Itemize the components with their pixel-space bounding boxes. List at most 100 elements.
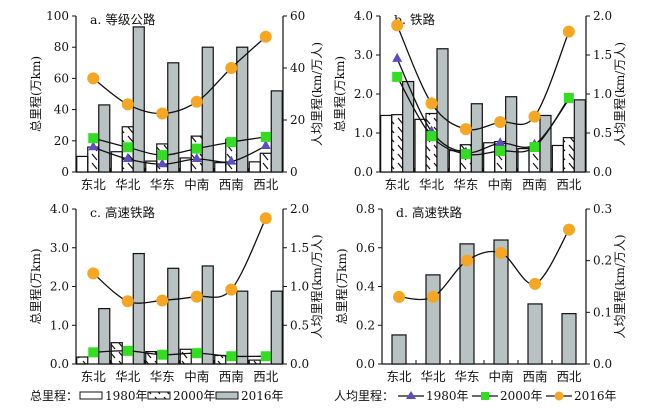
- bar-2016: [270, 290, 283, 365]
- point-1980: [495, 137, 506, 147]
- right-tick-label: 0.0: [593, 165, 612, 179]
- legend: 总里程： 1980年 2000年 2016年 人均里程： 1980年 2000年…: [30, 388, 617, 403]
- trend-line-2016: [92, 218, 267, 304]
- trend-line-1980: [93, 145, 267, 165]
- bar-2016: [402, 80, 415, 173]
- y2-axis-label: 人均里程(km/万人): [309, 234, 324, 338]
- bar-2016: [505, 96, 518, 173]
- legend-circle-marker: [554, 391, 564, 401]
- legend-swatch-1980-bar: [79, 391, 103, 400]
- point-2016: [225, 62, 238, 74]
- right-tick-label: 0.1: [593, 305, 612, 319]
- point-2016: [495, 246, 507, 259]
- bar-2016: [132, 252, 145, 365]
- left-tick-label: 40: [54, 103, 69, 117]
- point-2000: [88, 347, 99, 358]
- point-2000: [226, 137, 237, 148]
- left-tick-label: 0.6: [356, 241, 375, 255]
- left-tick-label: 0.0: [50, 357, 69, 371]
- panel-title: d. 高速铁路: [396, 205, 462, 220]
- bar-2016: [391, 334, 407, 365]
- point-2000: [157, 150, 168, 161]
- point-2016: [87, 267, 100, 280]
- point-2016: [528, 110, 541, 123]
- bar-2016: [425, 274, 441, 365]
- x-tick-label: 东北: [385, 177, 411, 192]
- trend-line-2016: [398, 229, 570, 301]
- panel-title: c. 高速铁路: [90, 205, 155, 220]
- right-tick-label: 40: [290, 61, 305, 75]
- point-2000: [260, 351, 271, 362]
- point-2000: [495, 145, 506, 156]
- left-tick-label: 1.0: [50, 318, 69, 332]
- point-2000: [460, 149, 471, 160]
- left-tick-label: 0.0: [354, 165, 373, 179]
- bar-2000: [145, 351, 158, 365]
- legend-line-label-2000: 2000年: [500, 389, 543, 403]
- point-2016: [121, 98, 134, 111]
- bar-2016: [436, 48, 449, 173]
- x-tick-label: 西南: [522, 369, 547, 384]
- point-1980: [226, 155, 237, 165]
- x-tick-label: 西北: [556, 369, 582, 384]
- right-tick-label: 0.5: [593, 126, 612, 140]
- left-tick-label: 1.0: [354, 126, 373, 140]
- x-tick-label: 中南: [488, 177, 513, 192]
- point-2000: [563, 92, 574, 103]
- y-axis-label: 总里程(万km): [28, 248, 43, 324]
- bar-2000: [87, 146, 100, 173]
- point-2000: [260, 131, 271, 142]
- bar-2000: [248, 359, 261, 365]
- point-2016: [190, 290, 203, 303]
- bar-2016: [201, 265, 214, 365]
- chart-panel-3: 0.0 1.0 2.0 3.0 4.0 0.0 0.5 1.0 1.5 2.0 东北 华北 华东 中南 西南…: [28, 202, 324, 384]
- y-axis-label: 总里程(万km): [332, 56, 347, 132]
- x-tick-label: 华北: [419, 177, 445, 192]
- legend-line-label-2016: 2016年: [574, 389, 617, 403]
- x-tick-label: 东北: [386, 369, 412, 384]
- trend-line-2016: [396, 25, 570, 131]
- point-2000: [191, 143, 202, 154]
- legend-bar-2000: 2000年: [173, 389, 216, 403]
- y2-axis-label: 人均里程(km/万人): [612, 234, 627, 338]
- point-2000: [392, 71, 403, 82]
- legend-per-capita-label: 人均里程：: [334, 388, 394, 403]
- left-tick-label: 2.0: [50, 280, 69, 294]
- panel-title: b. 铁路: [394, 12, 435, 27]
- left-tick-label: 0.4: [356, 280, 375, 294]
- right-tick-label: 1.5: [290, 241, 309, 255]
- right-tick-label: 2.0: [593, 9, 612, 23]
- point-2000: [191, 348, 202, 359]
- right-tick-label: 20: [290, 113, 305, 127]
- left-tick-label: 80: [54, 40, 69, 54]
- x-tick-label: 华东: [453, 177, 478, 192]
- legend-line-label-1980: 1980年: [426, 389, 469, 403]
- bar-2000: [76, 356, 89, 365]
- x-tick-label: 西北: [253, 369, 279, 384]
- bar-2016: [98, 104, 111, 173]
- point-2000: [122, 345, 133, 356]
- point-2016: [459, 123, 472, 136]
- chart-panel-2: 0.0 1.0 2.0 3.0 4.0 0.0 0.5 1.0 1.5 2.0 东北 华北 华东 中南 西南…: [332, 9, 627, 192]
- bar-1980: [248, 161, 261, 173]
- point-2000: [426, 131, 437, 142]
- left-tick-label: 100: [46, 9, 69, 23]
- x-tick-label: 东北: [81, 369, 107, 384]
- point-2016: [156, 107, 169, 120]
- x-tick-label: 中南: [184, 369, 209, 384]
- bar-2000: [110, 342, 123, 365]
- right-tick-label: 0: [290, 165, 298, 179]
- left-tick-label: 20: [54, 134, 69, 148]
- bar-1980: [448, 149, 461, 173]
- right-tick-label: 0.3: [593, 202, 612, 216]
- left-tick-label: 0.0: [356, 357, 375, 371]
- x-tick-label: 华北: [420, 369, 446, 384]
- point-2000: [529, 142, 540, 153]
- bar-2000: [562, 137, 575, 173]
- right-tick-label: 1.5: [593, 48, 612, 62]
- right-tick-label: 0.0: [593, 357, 612, 371]
- legend-swatch-2016-bar: [215, 391, 239, 400]
- left-tick-label: 3.0: [354, 48, 373, 62]
- legend-bar-2016: 2016年: [241, 389, 284, 403]
